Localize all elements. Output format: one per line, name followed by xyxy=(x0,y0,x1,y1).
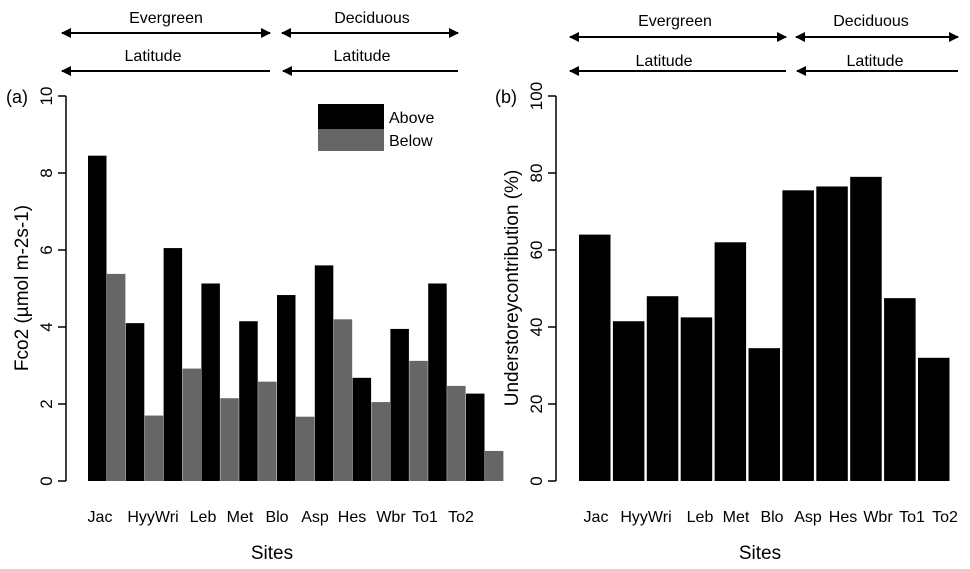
bars-b xyxy=(579,176,950,481)
legend-label-above: Above xyxy=(389,110,434,127)
latitude-label-left-a: Latitude xyxy=(125,48,182,65)
legend-a: Above Below xyxy=(318,104,434,151)
bar-jac xyxy=(579,234,611,481)
bar-above-met xyxy=(239,321,258,481)
x-tick-label: Met xyxy=(723,509,750,526)
bar-below-to1 xyxy=(447,385,466,481)
bar-met xyxy=(714,242,747,481)
bar-below-wbr xyxy=(409,360,428,481)
bar-wri xyxy=(646,296,679,481)
y-tick-label: 2 xyxy=(37,399,56,408)
y-tick-label: 0 xyxy=(527,476,546,485)
x-tick-label: Hes xyxy=(338,509,366,526)
x-tick-label: Jac xyxy=(88,509,113,526)
panel-b: Evergreen Deciduous Latitude Latitude (b… xyxy=(495,13,959,564)
bar-wbr xyxy=(850,176,882,481)
bar-below-jac xyxy=(106,273,126,481)
bar-to1 xyxy=(884,298,916,481)
evergreen-label-b: Evergreen xyxy=(638,13,712,30)
bar-asp xyxy=(782,190,814,481)
x-tick-label: Leb xyxy=(687,509,714,526)
bar-above-hyy xyxy=(125,323,145,481)
x-tick-label: Asp xyxy=(794,509,822,526)
x-tick-label: Asp xyxy=(301,509,329,526)
y-tick-label: 80 xyxy=(527,164,546,183)
y-tick-label: 20 xyxy=(527,395,546,414)
bar-above-to1 xyxy=(428,283,447,481)
x-tick-label: Leb xyxy=(190,509,217,526)
y-tick-label: 100 xyxy=(527,82,546,110)
bar-above-wbr xyxy=(390,328,409,481)
x-tick-label: Jac xyxy=(584,509,609,526)
y-tick-label: 0 xyxy=(37,476,56,485)
bar-above-jac xyxy=(88,155,107,482)
x-tick-label: Blo xyxy=(265,509,288,526)
bar-leb xyxy=(680,317,713,481)
y-axis-title-a: Fco2 (µmol m-2s-1) xyxy=(12,205,33,371)
deciduous-label-b: Deciduous xyxy=(833,13,909,30)
bar-below-leb xyxy=(220,398,239,481)
bar-above-asp xyxy=(314,265,334,481)
x-labels-b: Jac HyyWri Leb Met Blo Asp Hes Wbr To1 To2 xyxy=(584,509,958,526)
bar-below-wri xyxy=(182,368,201,481)
x-axis-title-b: Sites xyxy=(739,543,781,564)
x-tick-label: To2 xyxy=(932,509,958,526)
y-tick-label: 8 xyxy=(37,168,56,177)
bar-below-blo xyxy=(295,416,315,481)
legend-label-below: Below xyxy=(389,133,433,150)
legend-swatch-above xyxy=(318,104,384,129)
x-tick-label: To1 xyxy=(412,509,438,526)
x-tick-label: Wbr xyxy=(376,509,406,526)
y-ticks-b: 0 20 40 60 80 100 xyxy=(527,82,556,486)
x-tick-label: To2 xyxy=(448,509,474,526)
latitude-label-right-a: Latitude xyxy=(334,48,391,65)
evergreen-label-a: Evergreen xyxy=(129,10,203,27)
bar-hes xyxy=(816,186,848,481)
panel-a: Evergreen Deciduous Latitude Latitude (a… xyxy=(6,10,504,564)
latitude-label-left-b: Latitude xyxy=(636,53,693,70)
y-tick-label: 6 xyxy=(37,245,56,254)
bar-above-hes xyxy=(352,377,372,481)
bar-below-hes xyxy=(371,402,390,481)
y-tick-label: 10 xyxy=(37,87,56,106)
x-tick-label: Hes xyxy=(829,509,857,526)
panel-tag-b: (b) xyxy=(495,87,517,107)
x-tick-label: Wbr xyxy=(863,509,893,526)
bar-below-asp xyxy=(333,319,353,481)
bar-above-to2 xyxy=(466,393,485,481)
x-tick-label: HyyWri xyxy=(620,509,671,526)
bar-above-leb xyxy=(201,283,220,481)
bars-a xyxy=(88,155,504,482)
x-axis-title-a: Sites xyxy=(251,543,293,564)
y-ticks-a: 0 2 4 6 8 10 xyxy=(37,87,66,486)
bar-hyy xyxy=(612,321,645,481)
bar-blo xyxy=(748,348,780,481)
y-tick-label: 40 xyxy=(527,318,546,337)
bar-below-to2 xyxy=(484,450,504,481)
y-tick-label: 4 xyxy=(37,322,56,331)
x-tick-label: Met xyxy=(227,509,254,526)
x-tick-label: To1 xyxy=(899,509,925,526)
y-tick-label: 60 xyxy=(527,241,546,260)
panel-tag-a: (a) xyxy=(6,87,28,107)
x-labels-a: Jac HyyWri Leb Met Blo Asp Hes Wbr To1 To2 xyxy=(88,509,474,526)
x-tick-label: Blo xyxy=(760,509,783,526)
legend-swatch-below xyxy=(318,129,384,151)
bar-above-blo xyxy=(277,295,296,481)
bar-below-met xyxy=(258,381,277,481)
bar-below-hyy xyxy=(144,415,164,481)
y-axis-title-b: Understoreycontribution (%) xyxy=(502,170,523,407)
latitude-label-right-b: Latitude xyxy=(847,53,904,70)
deciduous-label-a: Deciduous xyxy=(334,10,410,27)
x-tick-label: HyyWri xyxy=(127,509,178,526)
bar-to2 xyxy=(918,357,950,481)
bar-above-wri xyxy=(163,248,183,481)
